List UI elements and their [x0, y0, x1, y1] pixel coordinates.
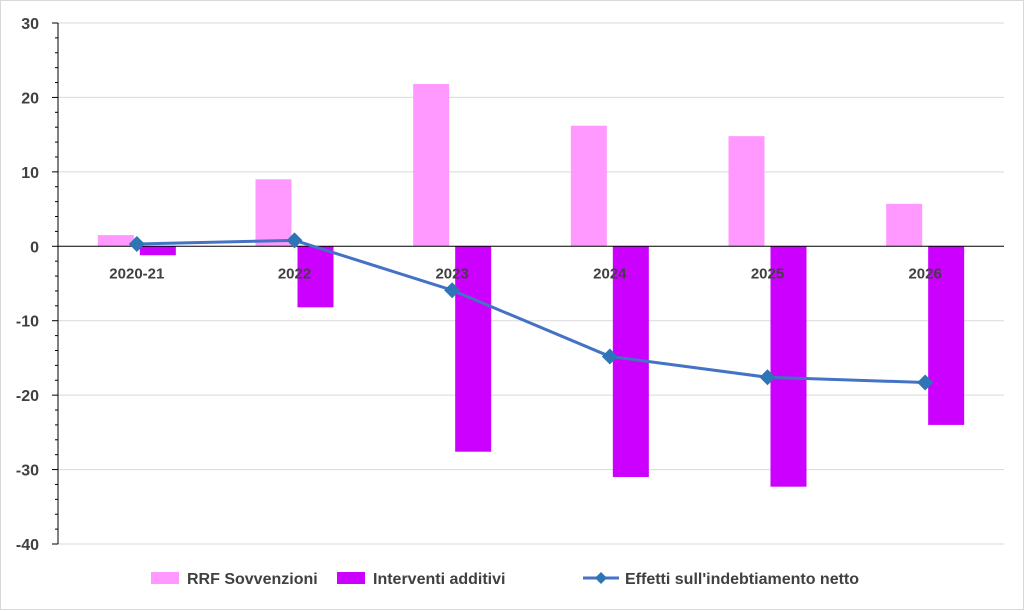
- legend-swatch: [337, 572, 365, 584]
- x-tick-label: 2022: [278, 265, 311, 282]
- x-axis-labels: 2020-21 2022 2023 2024 2025 2026: [109, 265, 942, 282]
- line-marker: [917, 374, 934, 391]
- line-marker: [128, 236, 145, 253]
- y-tick-label: 10: [21, 165, 39, 182]
- line-marker: [444, 282, 461, 299]
- line-series: [128, 232, 934, 391]
- bar-rrf-sovvenzioni: [570, 125, 607, 247]
- x-tick-label: 2024: [593, 265, 627, 282]
- y-tick-label: 0: [30, 239, 39, 256]
- x-tick-label: 2023: [435, 265, 468, 282]
- bar-rrf-sovvenzioni: [255, 179, 292, 247]
- line-marker: [601, 348, 618, 365]
- bar-rrf-sovvenzioni: [886, 203, 923, 247]
- bar-interventi-additivi: [455, 246, 492, 452]
- x-tick-label: 2020-21: [109, 265, 164, 282]
- line-effetti-indebitamento: [136, 238, 926, 384]
- legend-label: Effetti sull'indebtiamento netto: [625, 571, 859, 588]
- bar-rrf-sovvenzioni: [413, 84, 450, 247]
- y-tick-label: -20: [16, 388, 39, 405]
- legend-marker: [595, 572, 607, 584]
- line-marker: [759, 369, 776, 386]
- bar-interventi-additivi: [770, 246, 807, 487]
- legend-label: RRF Sovvenzioni: [187, 571, 318, 588]
- bar-rrf-sovvenzioni: [97, 235, 134, 247]
- x-tick-label: 2025: [751, 265, 784, 282]
- x-tick-label: 2026: [908, 265, 941, 282]
- bar-rrf-sovvenzioni: [728, 136, 765, 247]
- legend-swatch: [151, 572, 179, 584]
- bar-interventi-additivi: [928, 246, 965, 425]
- y-axis: 30 20 10 0 -10 -20 -30 -40: [16, 16, 59, 554]
- y-tick-label: -30: [16, 463, 39, 480]
- y-tick-label: 30: [21, 16, 39, 33]
- gridlines: [58, 22, 1004, 545]
- legend: RRF Sovvenzioni Interventi additivi Effett…: [151, 571, 859, 588]
- y-tick-label: -10: [16, 314, 39, 331]
- line-marker: [286, 232, 303, 249]
- y-tick-label: 20: [21, 90, 39, 107]
- bar-interventi-additivi: [297, 246, 334, 308]
- bars: [97, 84, 965, 487]
- legend-label: Interventi additivi: [373, 571, 505, 588]
- bar-interventi-additivi: [139, 246, 176, 256]
- y-tick-label: -40: [16, 537, 39, 554]
